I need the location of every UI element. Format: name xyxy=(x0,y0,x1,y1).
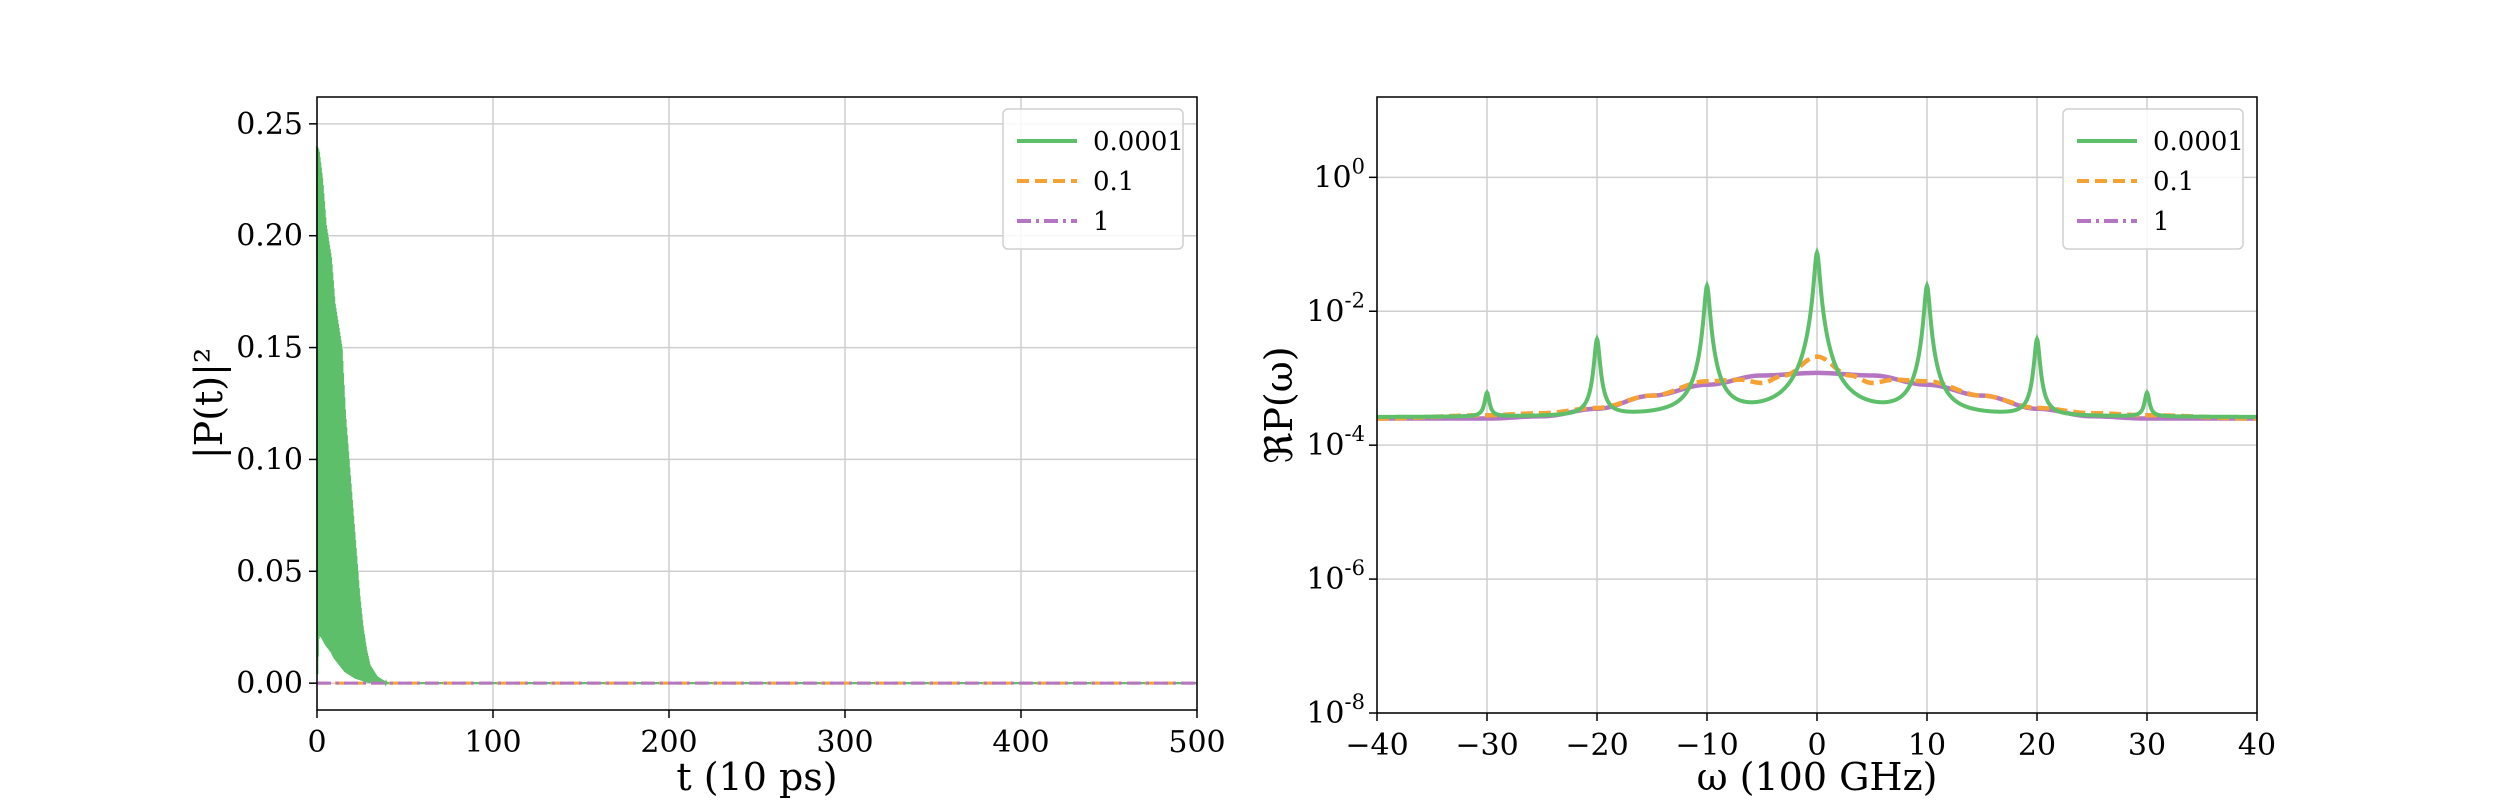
x-axis-label: t (10 ps) xyxy=(676,755,837,799)
x-tick-label: 200 xyxy=(640,725,697,760)
y-tick-label: 100 xyxy=(1313,154,1365,195)
y-axis-label: |P(t)|² xyxy=(187,348,231,459)
x-tick-label: 30 xyxy=(2128,728,2166,763)
y-tick-label: 0.20 xyxy=(236,219,303,254)
y-axis-label: ℜP(ω) xyxy=(1257,346,1301,463)
legend: 0.0001 0.1 1 xyxy=(1002,108,1184,250)
x-tick-label: 500 xyxy=(1168,725,1225,760)
x-axis-label: ω (100 GHz) xyxy=(1697,755,1938,799)
x-tick-label: 300 xyxy=(816,725,873,760)
x-tick-label: 0 xyxy=(1807,728,1826,763)
legend-label-1: 1 xyxy=(1093,207,1110,237)
legend: 0.0001 0.1 1 xyxy=(2062,108,2244,250)
x-tick-label: −20 xyxy=(1565,728,1628,763)
frequency-domain-plot: −40 −30 −20 −10 0 10 20 30 40 100 10-2 10-4 10-6 10-8… xyxy=(1257,96,2276,799)
x-tick-label: 100 xyxy=(464,725,521,760)
series-line-0.0001 xyxy=(315,146,1198,687)
y-tick-label: 0.15 xyxy=(236,331,303,366)
legend-label-0.1: 0.1 xyxy=(1093,167,1134,197)
x-tick-label: 20 xyxy=(2018,728,2056,763)
x-tick-label: −40 xyxy=(1345,728,1408,763)
legend-frame xyxy=(1002,108,1184,250)
x-tick-label: −30 xyxy=(1455,728,1518,763)
legend-frame xyxy=(2062,108,2244,250)
x-tick-label: 0 xyxy=(307,725,326,760)
y-tick-label: 0.00 xyxy=(236,666,303,701)
plot-frame xyxy=(316,96,1198,711)
legend-label-0.0001: 0.0001 xyxy=(2153,127,2244,157)
x-tick-label: 10 xyxy=(1908,728,1946,763)
plot-area xyxy=(1377,246,2257,421)
y-tick-label: 10-4 xyxy=(1306,422,1365,463)
y-tick-label: 0.10 xyxy=(236,442,303,477)
y-tick-label: 10-6 xyxy=(1306,556,1365,597)
legend-label-0.0001: 0.0001 xyxy=(1093,127,1184,157)
x-tick-label: −10 xyxy=(1675,728,1738,763)
y-tick-label: 0.25 xyxy=(236,107,303,142)
time-domain-plot: 0 100 200 300 400 500 0.00 0.05 0.10 0.15 0.20 0.25… xyxy=(187,96,1226,799)
legend-label-1: 1 xyxy=(2153,207,2170,237)
y-tick-label: 10-2 xyxy=(1306,288,1365,329)
x-tick-label: 400 xyxy=(992,725,1049,760)
x-tick-label: 40 xyxy=(2238,728,2276,763)
y-tick-label: 10-8 xyxy=(1306,690,1365,731)
y-tick-label: 0.05 xyxy=(236,554,303,589)
series-line-0.0001 xyxy=(1377,246,2257,419)
legend-label-0.1: 0.1 xyxy=(2153,167,2194,197)
